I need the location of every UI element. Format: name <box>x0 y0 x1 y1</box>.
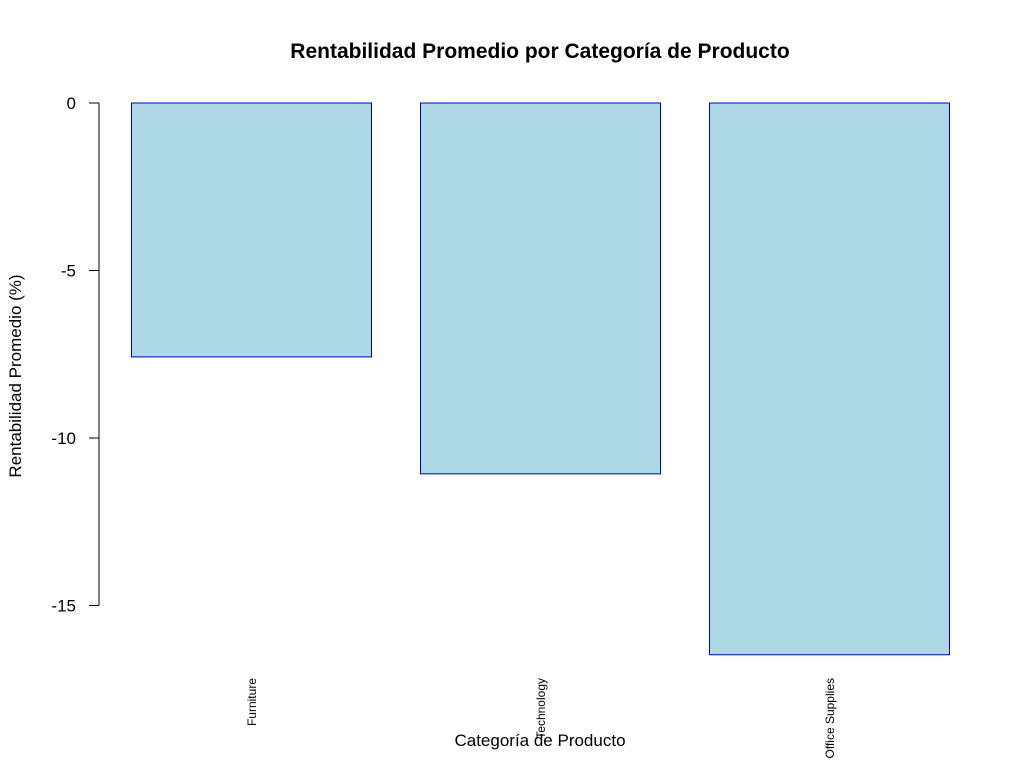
x-tick-label: Furniture <box>245 678 259 726</box>
bar-furniture <box>131 102 372 358</box>
bar-technology <box>420 102 661 475</box>
x-tick-labels: Furniture Technology Office Supplies <box>245 678 837 759</box>
y-tick-label: 0 <box>67 94 76 113</box>
x-tick-label: Technology <box>534 678 548 739</box>
y-axis-title: Rentabilidad Promedio (%) <box>6 274 25 477</box>
y-tick-label: -5 <box>61 262 76 281</box>
bar-office-supplies <box>709 102 950 656</box>
bars <box>131 102 950 656</box>
chart-title: Rentabilidad Promedio por Categoría de P… <box>290 40 789 63</box>
y-tick-label: -15 <box>51 597 76 616</box>
y-tick-label: -10 <box>51 429 76 448</box>
x-tick-label: Office Supplies <box>823 678 837 759</box>
x-axis-title: Categoría de Producto <box>454 731 625 750</box>
y-axis: 0 -5 -10 -15 <box>51 94 100 616</box>
